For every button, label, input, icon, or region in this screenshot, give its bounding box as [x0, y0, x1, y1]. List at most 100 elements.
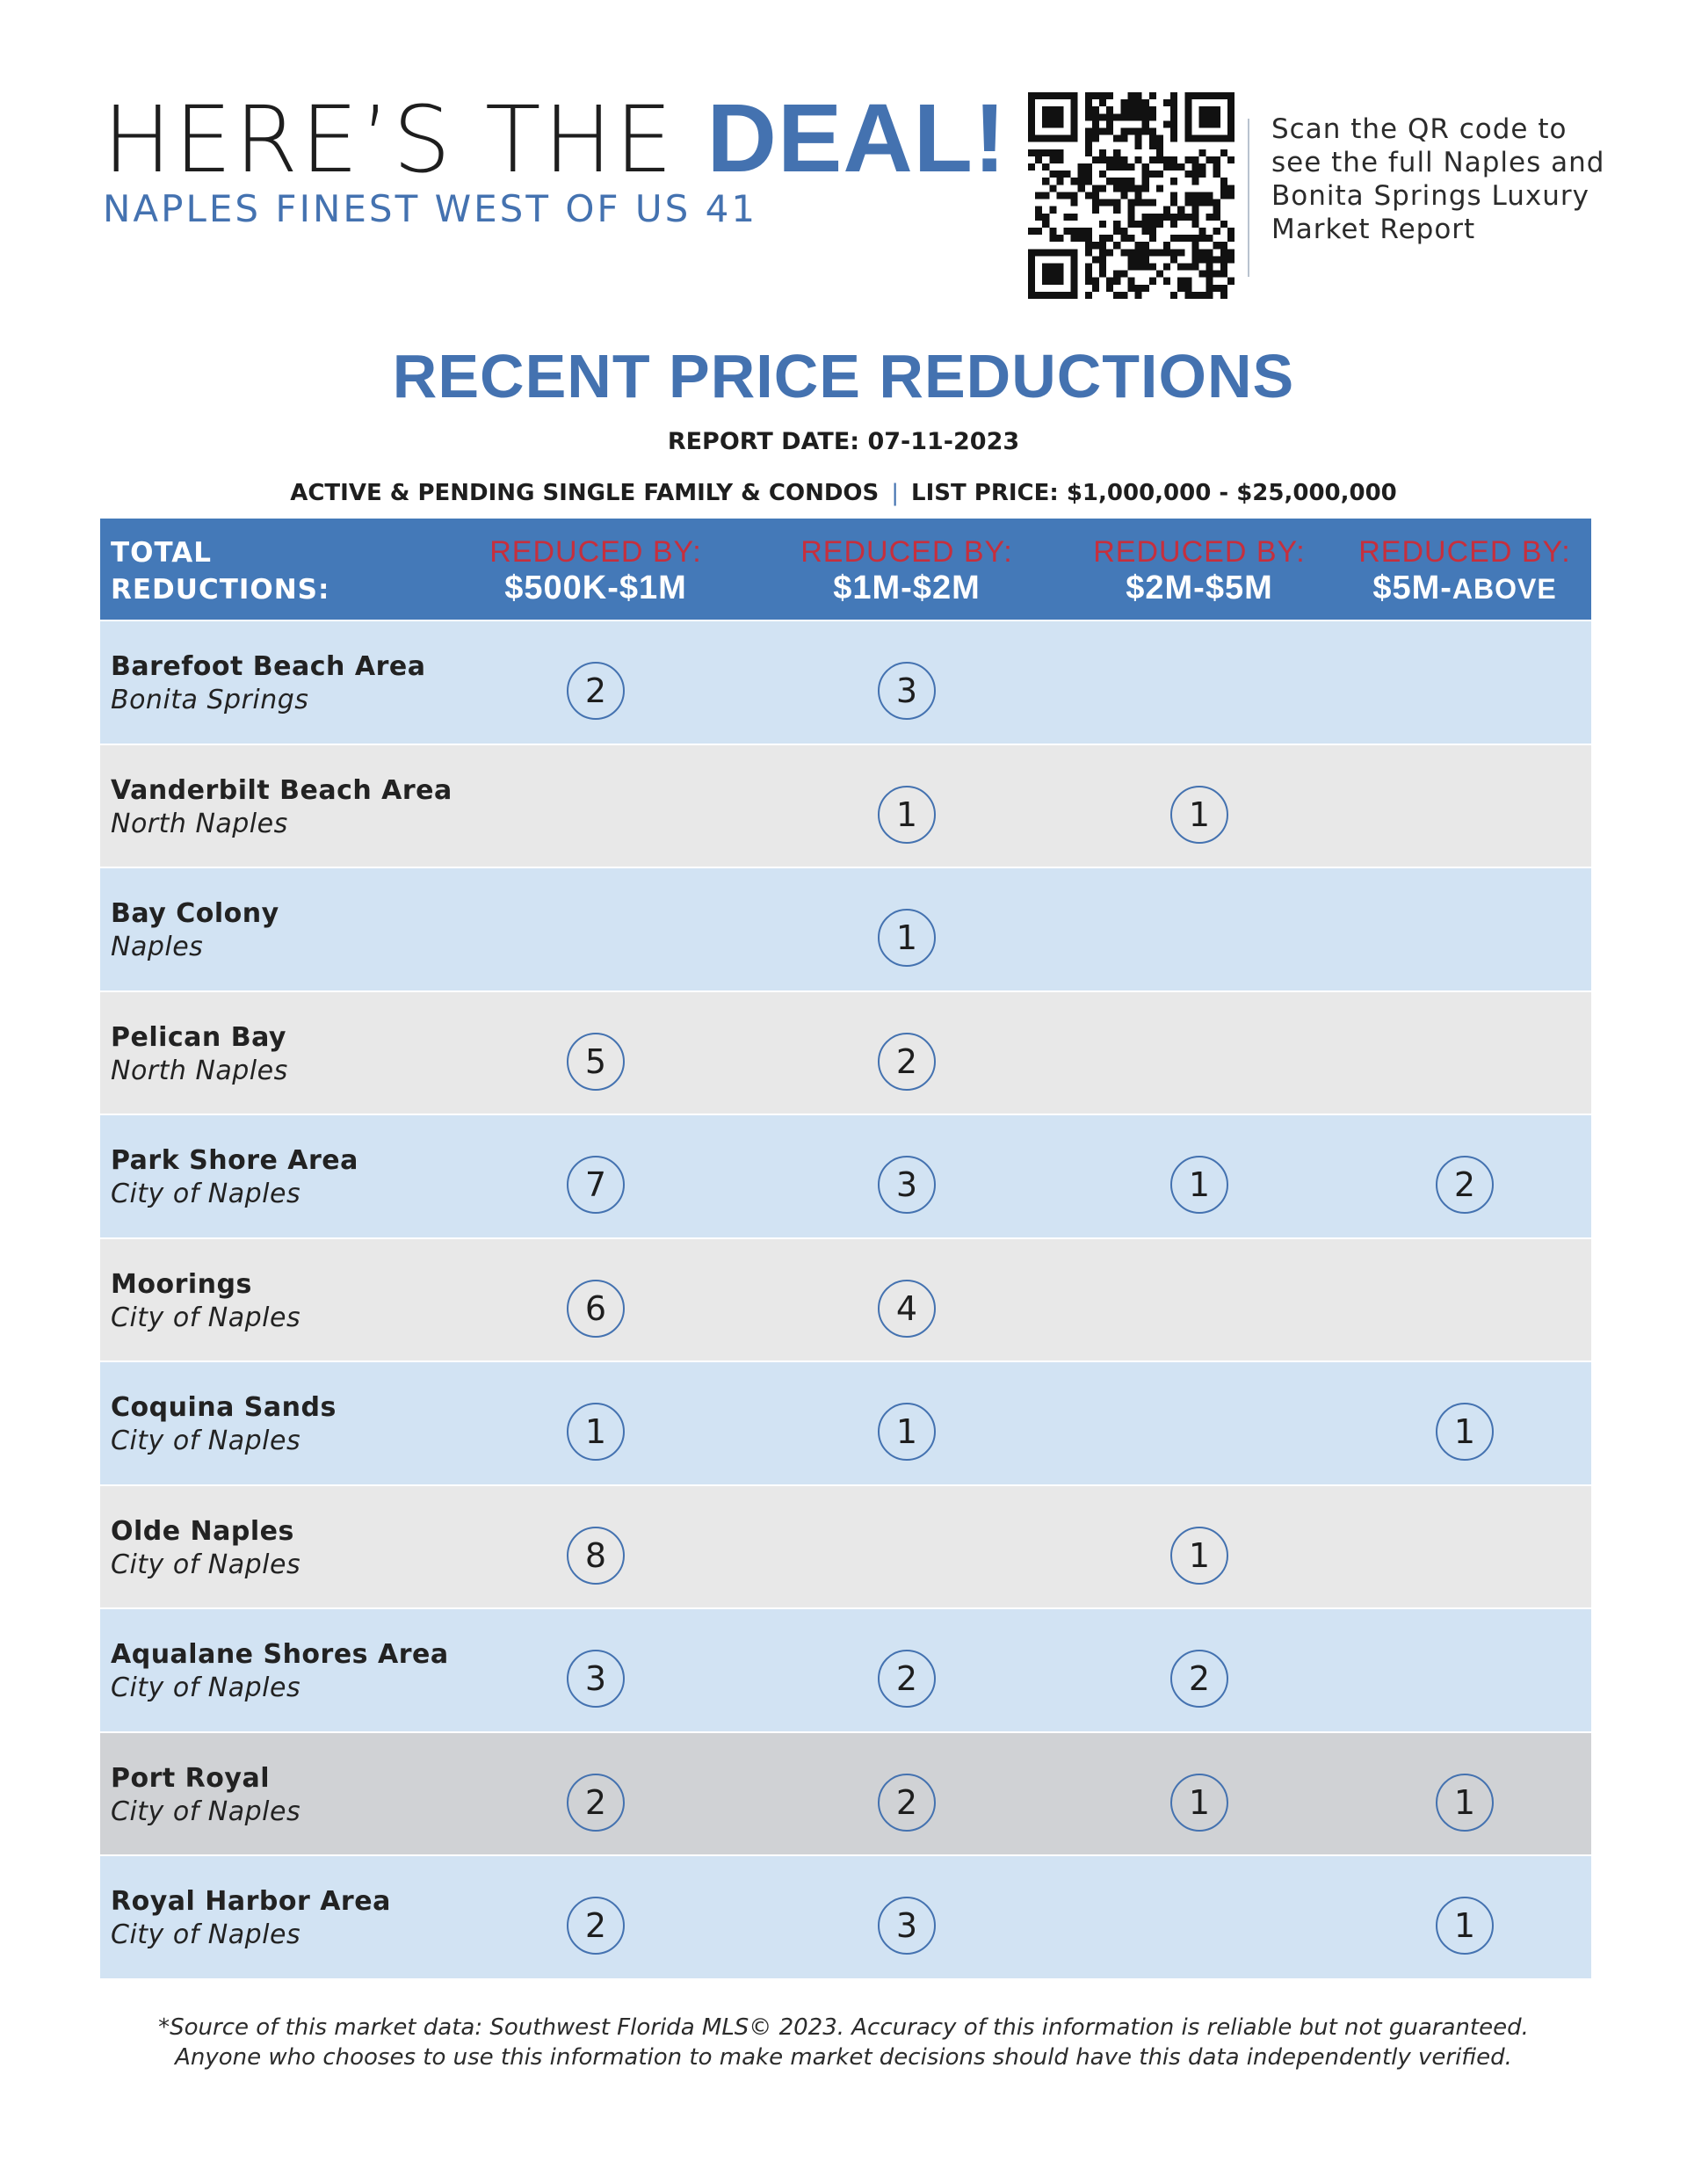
area-name: Vanderbilt Beach Area	[111, 774, 453, 806]
column-header-top: REDUCED BY:	[1093, 535, 1306, 569]
subheadline: NAPLES FINEST WEST OF US 41	[103, 187, 758, 230]
criteria-separator: |	[891, 480, 900, 506]
reduction-count: 2	[878, 1650, 936, 1708]
footnote-line1: *Source of this market data: Southwest F…	[158, 2014, 1529, 2041]
area-city: North Naples	[111, 808, 288, 839]
table-row: Moorings City of Naples 6 4	[100, 1237, 1591, 1362]
reduction-count: 1	[1170, 785, 1228, 844]
reduction-count: 3	[878, 662, 936, 720]
area-city: City of Naples	[111, 1549, 301, 1580]
table-row: Olde Naples City of Naples 8 1	[100, 1484, 1591, 1609]
area-name: Aqualane Shores Area	[111, 1639, 449, 1670]
area-city: City of Naples	[111, 1919, 301, 1950]
qr-caption: Scan the QR code to see the full Naples …	[1271, 113, 1605, 245]
headline: HERE’S THE DEAL!	[103, 91, 1007, 187]
reduction-count: 2	[1170, 1650, 1228, 1708]
reduction-count: 1	[878, 909, 936, 967]
column-header-range: $2M-$5M	[1068, 568, 1331, 608]
source-footnote: *Source of this market data: Southwest F…	[0, 2013, 1687, 2072]
table-header: TOTAL REDUCTIONS: REDUCED BY: $500K-$1M …	[100, 519, 1591, 620]
column-header-range: $500K-$1M	[464, 568, 728, 608]
table-row: Pelican Bay North Naples 5 2	[100, 990, 1591, 1115]
reduction-count: 1	[1436, 1897, 1494, 1955]
reduction-count: 4	[878, 1279, 936, 1338]
criteria-price: LIST PRICE: $1,000,000 - $25,000,000	[911, 480, 1397, 506]
reduction-count: 3	[567, 1650, 625, 1708]
area-city: City of Naples	[111, 1796, 301, 1827]
reduction-count: 1	[1170, 1526, 1228, 1585]
area-city: City of Naples	[111, 1302, 301, 1333]
column-header-500k-1m: REDUCED BY: $500K-$1M	[464, 536, 728, 608]
table-row: Park Shore Area City of Naples 7 3 1 2	[100, 1114, 1591, 1239]
qr-divider	[1248, 119, 1249, 277]
reduction-count: 1	[1436, 1773, 1494, 1832]
column-header-range: $5M-ABOVE	[1333, 568, 1596, 609]
reduction-count: 2	[878, 1032, 936, 1091]
reduction-count: 3	[878, 1156, 936, 1214]
reduction-count: 1	[1170, 1773, 1228, 1832]
reduction-count: 5	[567, 1032, 625, 1091]
area-name: Barefoot Beach Area	[111, 651, 426, 682]
table-body: Barefoot Beach Area Bonita Springs 2 3 Vande…	[100, 620, 1591, 1978]
area-name: Pelican Bay	[111, 1021, 286, 1053]
reduction-count: 1	[878, 785, 936, 844]
area-name: Royal Harbor Area	[111, 1886, 391, 1917]
column-range-text: $1M-$2M	[833, 570, 981, 606]
table-row: Coquina Sands City of Naples 1 1 1	[100, 1360, 1591, 1486]
headline-bold: DEAL!	[706, 84, 1007, 192]
reduction-count: 2	[567, 1897, 625, 1955]
headline-light: HERE’S THE	[103, 86, 707, 193]
column-range-text: $2M-$5M	[1126, 570, 1273, 606]
area-city: City of Naples	[111, 1426, 301, 1456]
criteria-type: ACTIVE & PENDING SINGLE FAMILY & CONDOS	[290, 480, 880, 506]
qr-code-icon[interactable]	[1028, 92, 1234, 299]
column-header-2m-5m: REDUCED BY: $2M-$5M	[1068, 536, 1331, 608]
column-header-top: REDUCED BY:	[800, 535, 1013, 569]
report-criteria: ACTIVE & PENDING SINGLE FAMILY & CONDOS |…	[0, 480, 1687, 506]
reduction-count: 2	[1436, 1156, 1494, 1214]
total-reductions-label: TOTAL REDUCTIONS:	[111, 534, 329, 608]
area-city: Bonita Springs	[111, 685, 309, 715]
table-row: Bay Colony Naples 1	[100, 867, 1591, 992]
area-name: Moorings	[111, 1268, 252, 1300]
reduction-count: 2	[567, 662, 625, 720]
area-city: Naples	[111, 932, 204, 962]
column-header-top: REDUCED BY:	[489, 535, 702, 569]
reduction-count: 3	[878, 1897, 936, 1955]
report-date: REPORT DATE: 07-11-2023	[667, 428, 1020, 455]
reduction-count: 6	[567, 1279, 625, 1338]
reduction-count: 1	[1436, 1403, 1494, 1461]
column-header-range: $1M-$2M	[775, 568, 1039, 608]
reduction-count: 1	[1170, 1156, 1228, 1214]
table-row: Vanderbilt Beach Area North Naples 1 1	[100, 743, 1591, 868]
table-row: Port Royal City of Naples 2 2 1 1	[100, 1731, 1591, 1856]
total-label-line1: TOTAL	[111, 537, 212, 569]
column-range-suffix: ABOVE	[1452, 573, 1557, 605]
reduction-count: 1	[567, 1403, 625, 1461]
table-row: Royal Harbor Area City of Naples 2 3 1	[100, 1854, 1591, 1978]
reduction-count: 7	[567, 1156, 625, 1214]
reduction-count: 2	[878, 1773, 936, 1832]
reduction-count: 1	[878, 1403, 936, 1461]
area-name: Coquina Sands	[111, 1392, 337, 1423]
area-name: Park Shore Area	[111, 1145, 358, 1176]
area-city: City of Naples	[111, 1672, 301, 1703]
reduction-count: 8	[567, 1526, 625, 1585]
column-range-text: $5M-	[1372, 570, 1452, 606]
page-title: RECENT PRICE REDUCTIONS	[392, 342, 1295, 410]
area-name: Port Royal	[111, 1762, 270, 1794]
reductions-table: TOTAL REDUCTIONS: REDUCED BY: $500K-$1M …	[100, 519, 1591, 1978]
column-range-text: $500K-$1M	[504, 570, 687, 606]
footnote-line2: Anyone who chooses to use this informati…	[175, 2044, 1512, 2071]
column-header-top: REDUCED BY:	[1358, 535, 1571, 569]
area-name: Bay Colony	[111, 898, 279, 929]
table-row: Aqualane Shores Area City of Naples 3 2 2	[100, 1607, 1591, 1733]
reduction-count: 2	[567, 1773, 625, 1832]
column-header-5m-above: REDUCED BY: $5M-ABOVE	[1333, 536, 1596, 609]
area-city: North Naples	[111, 1055, 288, 1086]
column-header-1m-2m: REDUCED BY: $1M-$2M	[775, 536, 1039, 608]
area-name: Olde Naples	[111, 1515, 294, 1547]
table-row: Barefoot Beach Area Bonita Springs 2 3	[100, 620, 1591, 745]
area-city: City of Naples	[111, 1179, 301, 1209]
total-label-line2: REDUCTIONS:	[111, 574, 330, 606]
